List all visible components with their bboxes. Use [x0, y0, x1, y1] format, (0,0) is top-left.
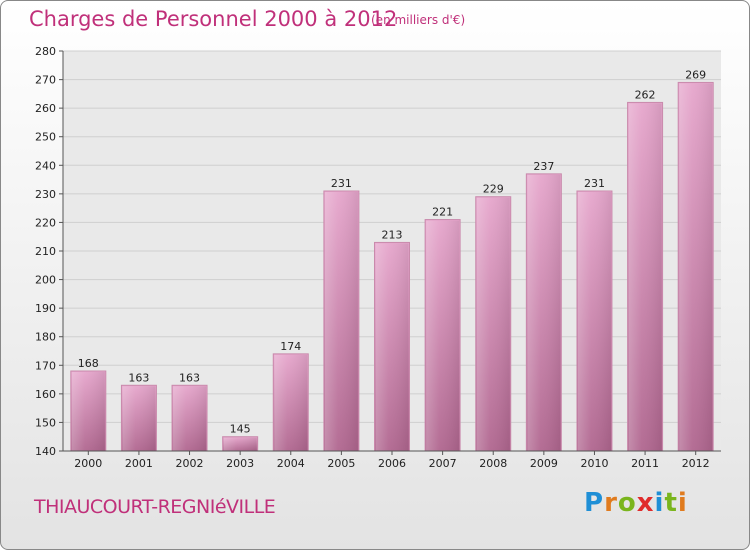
data-label: 231 [331, 177, 352, 190]
proxiti-logo[interactable]: Proxiti [584, 488, 688, 518]
bar-highlight [223, 437, 257, 451]
y-tick-label: 170 [35, 359, 56, 372]
logo-letter: r [604, 488, 618, 518]
x-tick-label: 2001 [125, 457, 153, 470]
axes: 140 150 160 170 180 190 200 210 220 230 240 250 260 2… [35, 45, 721, 470]
x-tick-label: 2007 [429, 457, 457, 470]
x-tick-label: 2006 [378, 457, 406, 470]
y-tick-label: 200 [35, 274, 56, 287]
bar-highlight [426, 220, 460, 451]
y-tick-label: 280 [35, 45, 56, 58]
data-label: 231 [584, 177, 605, 190]
data-label: 163 [128, 371, 149, 384]
data-label: 229 [483, 183, 504, 196]
x-tick-label: 2008 [479, 457, 507, 470]
y-tick-label: 230 [35, 188, 56, 201]
x-tick-label: 2011 [631, 457, 659, 470]
y-tick-label: 250 [35, 131, 56, 144]
x-tick-label: 2004 [277, 457, 305, 470]
x-tick-label: 2000 [74, 457, 102, 470]
y-tick-label: 160 [35, 388, 56, 401]
bar-highlight [71, 372, 105, 451]
logo-letter: t [664, 488, 678, 518]
data-label: 237 [533, 160, 554, 173]
data-label: 163 [179, 371, 200, 384]
bar-highlight [628, 103, 662, 451]
logo-letter: i [677, 488, 688, 518]
data-label: 221 [432, 206, 453, 219]
data-label: 145 [230, 423, 251, 436]
logo-letter: P [584, 488, 605, 518]
y-tick-label: 260 [35, 102, 56, 115]
data-label: 262 [635, 88, 656, 101]
x-tick-label: 2010 [580, 457, 608, 470]
bar-highlight [679, 83, 713, 451]
bar-highlight [476, 197, 510, 451]
y-tick-label: 140 [35, 445, 56, 458]
chart-subtitle: (en milliers d'€) [371, 13, 466, 27]
y-tick-label: 240 [35, 159, 56, 172]
logo-letter: i [654, 488, 665, 518]
bar-highlight [375, 243, 409, 451]
logo-letter: x [636, 488, 655, 518]
bar-highlight [324, 192, 358, 451]
data-label: 168 [78, 357, 99, 370]
x-tick-label: 2012 [682, 457, 710, 470]
y-tick-label: 190 [35, 302, 56, 315]
bar-highlight [173, 386, 207, 451]
data-label: 174 [280, 340, 301, 353]
bar-highlight [527, 174, 561, 451]
y-tick-label: 210 [35, 245, 56, 258]
x-tick-label: 2002 [176, 457, 204, 470]
bar-highlight [274, 354, 308, 451]
y-tick-label: 270 [35, 74, 56, 87]
y-tick-label: 150 [35, 416, 56, 429]
x-tick-label: 2003 [226, 457, 254, 470]
y-tick-label: 180 [35, 331, 56, 344]
bars: 168 163 163 145 174 231 213 221 229 237 231 262 269 [70, 68, 714, 452]
data-label: 213 [382, 228, 403, 241]
y-tick-label: 220 [35, 216, 56, 229]
chart-title: Charges de Personnel 2000 à 2012 [29, 7, 398, 31]
bar-highlight [577, 192, 611, 451]
x-tick-label: 2005 [327, 457, 355, 470]
commune-name: THIAUCOURT-REGNIéVILLE [34, 496, 276, 518]
logo-letter: o [617, 488, 637, 518]
x-tick-label: 2009 [530, 457, 558, 470]
data-label: 269 [685, 68, 706, 81]
bar-highlight [122, 386, 156, 451]
